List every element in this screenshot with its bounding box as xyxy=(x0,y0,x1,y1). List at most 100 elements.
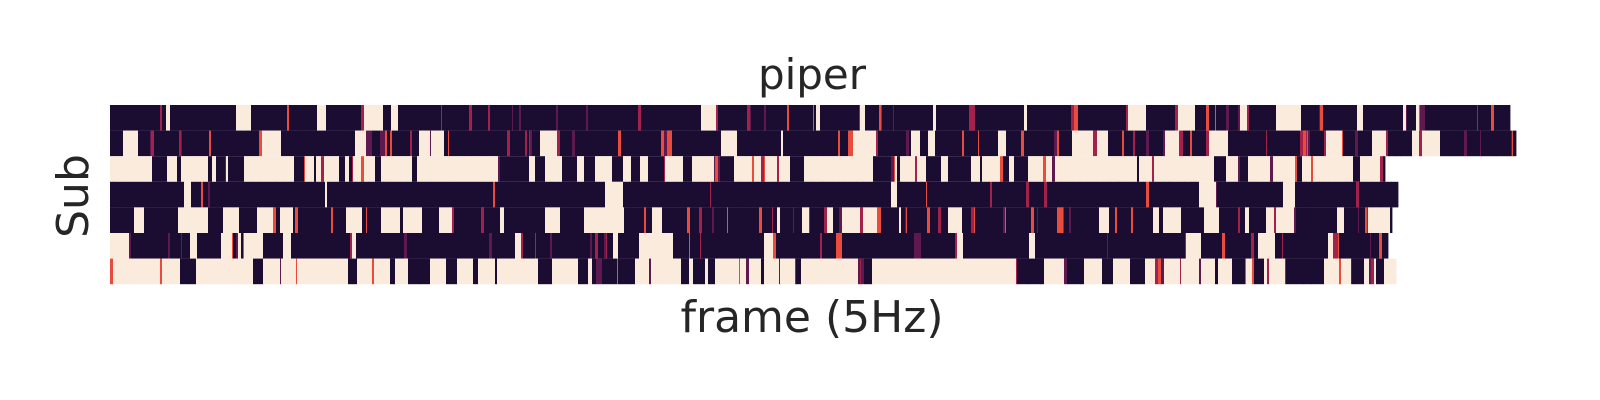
heatmap-cell xyxy=(110,181,113,208)
heatmap-cell xyxy=(1163,105,1176,131)
heatmap-cell xyxy=(780,258,796,285)
heatmap-cell xyxy=(1029,233,1036,259)
heatmap-cell xyxy=(1061,156,1073,182)
heatmap-cell xyxy=(1108,130,1123,157)
heatmap-cell xyxy=(780,181,784,208)
heatmap-cell xyxy=(281,258,284,285)
heatmap-cell xyxy=(533,207,537,233)
heatmap-cell xyxy=(1307,130,1309,157)
heatmap-cell xyxy=(1052,233,1061,259)
heatmap-cell xyxy=(865,105,873,131)
heatmap-cell xyxy=(1324,130,1327,157)
heatmap-cell xyxy=(181,156,196,182)
heatmap-cell xyxy=(805,233,821,259)
heatmap-cell xyxy=(1264,258,1268,285)
heatmap-cell xyxy=(612,156,624,182)
heatmap-cell xyxy=(1311,156,1314,182)
heatmap-cell xyxy=(946,258,964,285)
heatmap-cell xyxy=(676,207,688,233)
heatmap-cell xyxy=(304,181,316,208)
heatmap-cell xyxy=(907,207,913,233)
heatmap-cell xyxy=(1307,207,1310,233)
heatmap-cell xyxy=(431,130,445,157)
heatmap-cell xyxy=(1267,130,1278,157)
heatmap-cell xyxy=(842,207,861,233)
heatmap-cell xyxy=(134,207,145,233)
heatmap-cell xyxy=(860,258,862,285)
heatmap-cell xyxy=(1371,181,1374,208)
heatmap-cell xyxy=(665,156,675,182)
heatmap-cell xyxy=(1119,181,1135,208)
heatmap-cell xyxy=(1014,156,1029,182)
heatmap-cell xyxy=(252,181,261,208)
heatmap-cell xyxy=(820,105,836,131)
heatmap-cell xyxy=(1086,130,1094,157)
heatmap-cell xyxy=(759,105,765,131)
heatmap-cell xyxy=(144,207,149,233)
heatmap-cell xyxy=(394,156,413,182)
heatmap-cell xyxy=(1027,105,1036,131)
heatmap-cell xyxy=(1391,181,1399,208)
heatmap-cell xyxy=(808,105,814,131)
heatmap-cell xyxy=(1314,207,1321,233)
heatmap-cell xyxy=(646,130,662,157)
heatmap-cell xyxy=(1356,181,1360,208)
heatmap-cell xyxy=(385,130,388,157)
heatmap-cell xyxy=(946,233,956,259)
heatmap-cell xyxy=(761,258,765,285)
heatmap-cell xyxy=(454,233,461,259)
heatmap-cell xyxy=(470,181,479,208)
heatmap-cell xyxy=(598,233,605,259)
heatmap-cell xyxy=(243,181,253,208)
heatmap-cell xyxy=(623,181,630,208)
heatmap-cell xyxy=(1339,258,1342,285)
heatmap-cell xyxy=(1370,233,1372,259)
heatmap-cell xyxy=(1269,258,1286,285)
heatmap-cell xyxy=(559,181,574,208)
heatmap-cell xyxy=(1285,258,1287,285)
heatmap-cell xyxy=(920,130,929,157)
heatmap-cell xyxy=(1021,130,1025,157)
heatmap-cell xyxy=(780,207,794,233)
heatmap-cell xyxy=(632,105,639,131)
heatmap-cell xyxy=(686,105,694,131)
heatmap-cell xyxy=(138,130,151,157)
heatmap-cell xyxy=(764,233,774,259)
heatmap-cell xyxy=(1163,130,1166,157)
heatmap-cell xyxy=(700,233,702,259)
heatmap-cell xyxy=(1153,207,1160,233)
y-axis-label: Sub xyxy=(48,154,99,238)
heatmap-cell xyxy=(518,181,534,208)
heatmap-cell xyxy=(1173,130,1180,157)
heatmap-cell xyxy=(586,105,589,131)
heatmap-cell xyxy=(324,156,338,182)
heatmap-cell xyxy=(1064,258,1068,285)
heatmap-cell xyxy=(1035,105,1045,131)
heatmap-cell xyxy=(857,233,864,259)
heatmap-cell xyxy=(280,258,282,285)
heatmap-cell xyxy=(529,130,531,157)
heatmap-cell xyxy=(489,233,493,259)
heatmap-cell xyxy=(693,258,706,285)
heatmap-cell xyxy=(1478,105,1492,131)
heatmap-cell xyxy=(948,207,963,233)
heatmap-cell xyxy=(971,156,981,182)
heatmap-cell xyxy=(941,156,947,182)
heatmap-cell xyxy=(130,181,142,208)
heatmap-cell xyxy=(1079,233,1089,259)
heatmap-cell xyxy=(708,258,716,285)
heatmap-cell xyxy=(1165,181,1169,208)
heatmap-cell xyxy=(699,181,702,208)
heatmap-cell xyxy=(430,181,438,208)
heatmap-cell xyxy=(223,207,230,233)
heatmap-cell xyxy=(1324,181,1336,208)
heatmap-cell xyxy=(854,181,857,208)
heatmap-cell xyxy=(1249,105,1263,131)
heatmap-cell xyxy=(840,130,849,157)
heatmap-cell xyxy=(239,207,252,233)
heatmap-cell xyxy=(141,105,148,131)
heatmap-cell xyxy=(1328,233,1334,259)
heatmap-cell xyxy=(893,105,895,131)
heatmap-cell xyxy=(1215,105,1217,131)
heatmap-cell xyxy=(975,105,980,131)
